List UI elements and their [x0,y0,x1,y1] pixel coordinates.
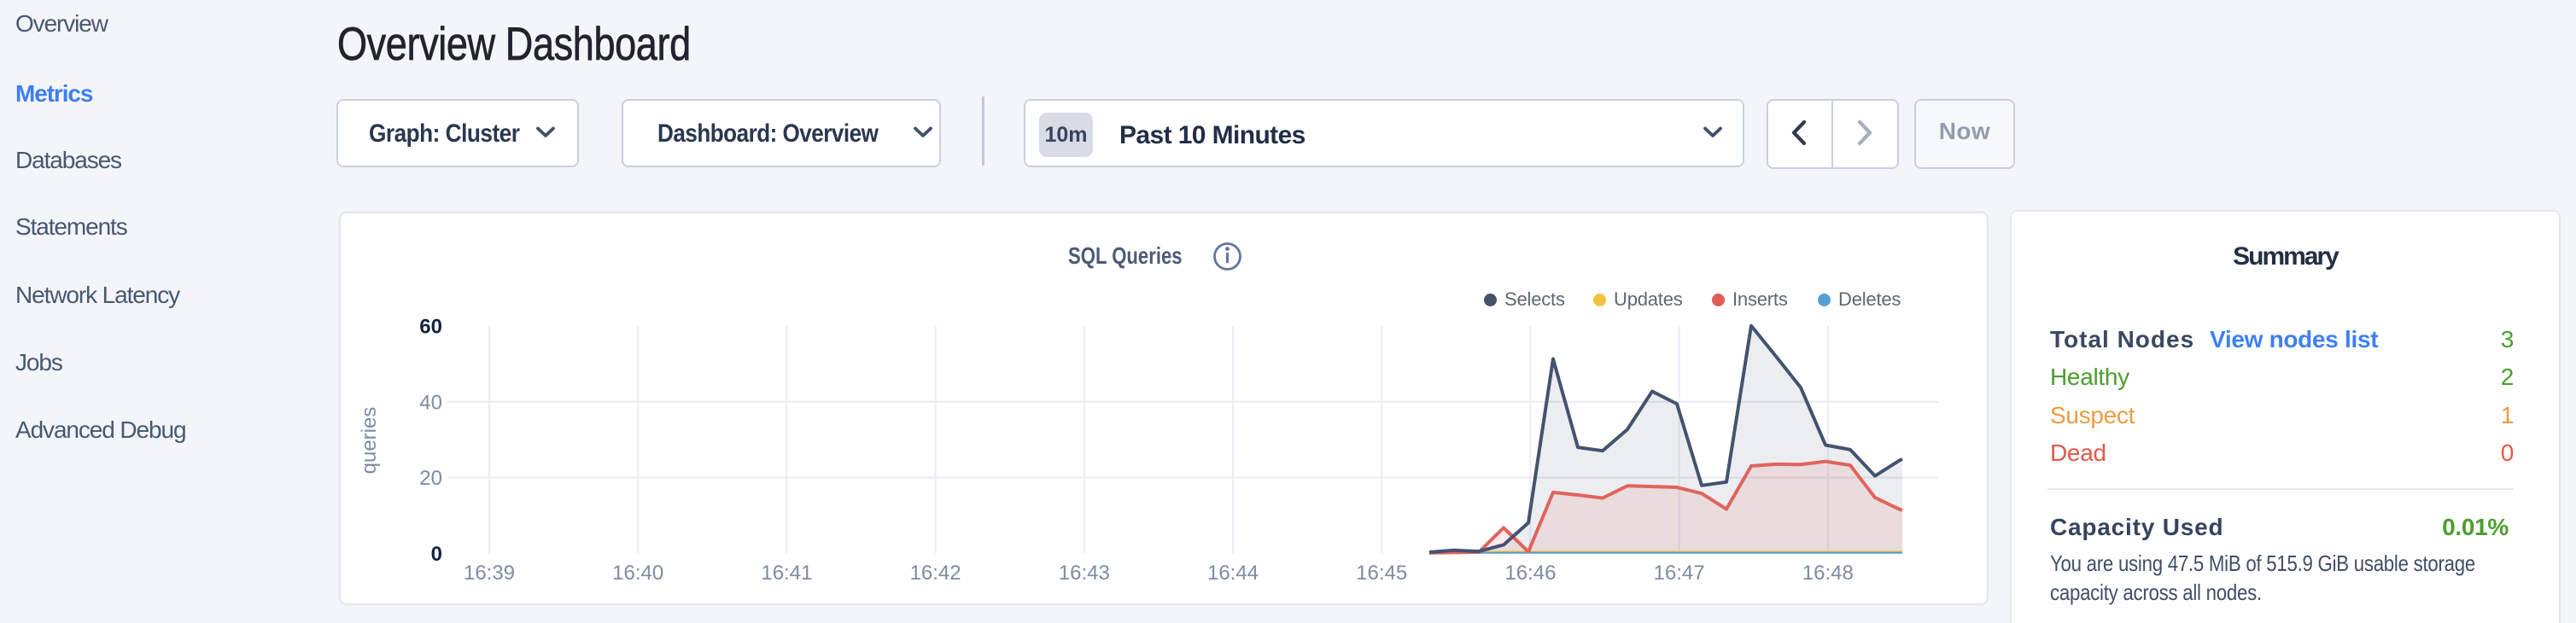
svg-text:16:45: 16:45 [1356,562,1407,585]
svg-text:20: 20 [419,467,442,490]
svg-text:queries: queries [358,407,381,475]
svg-text:0: 0 [431,543,442,566]
svg-text:16:48: 16:48 [1802,562,1854,585]
svg-text:16:42: 16:42 [910,562,961,585]
svg-text:16:44: 16:44 [1207,562,1259,585]
svg-text:16:39: 16:39 [464,562,515,585]
svg-text:40: 40 [419,391,442,414]
svg-text:16:46: 16:46 [1504,562,1556,585]
svg-text:16:47: 16:47 [1654,562,1705,585]
svg-text:16:40: 16:40 [612,562,663,585]
svg-text:60: 60 [419,316,442,339]
svg-text:16:41: 16:41 [761,562,812,585]
svg-text:16:43: 16:43 [1059,562,1110,585]
